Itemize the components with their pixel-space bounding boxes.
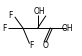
Text: OH: OH (62, 24, 73, 32)
Text: O: O (42, 41, 48, 50)
Text: F: F (8, 11, 12, 20)
Text: F: F (29, 41, 34, 50)
Text: F: F (2, 24, 7, 32)
Text: OH: OH (34, 7, 45, 16)
